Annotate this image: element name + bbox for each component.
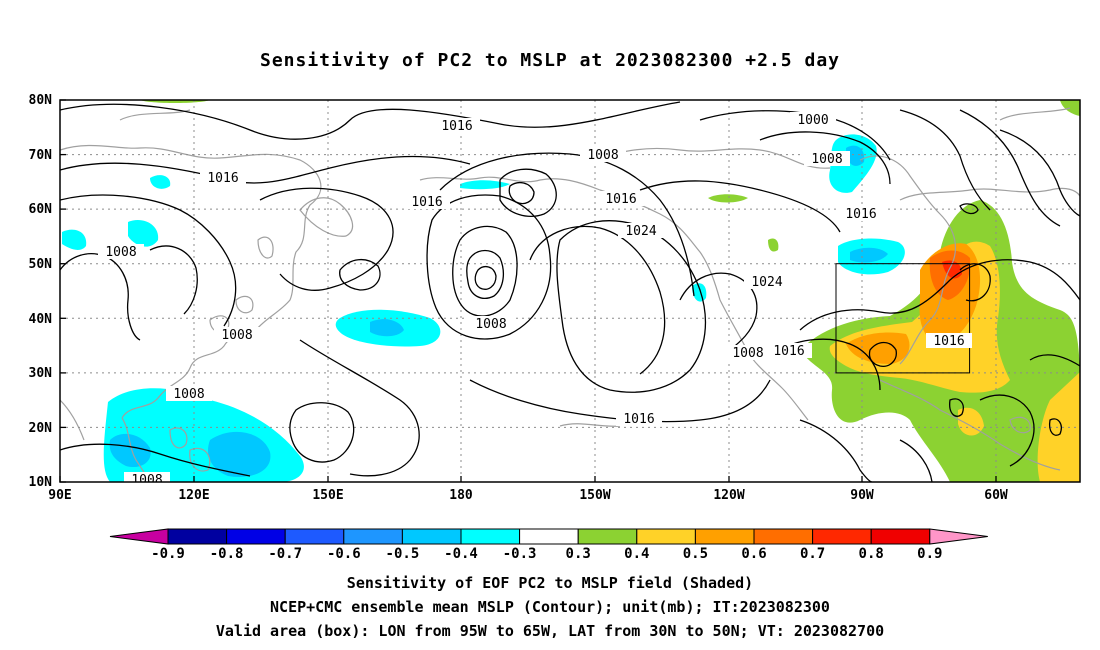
lat-label: 30N (29, 366, 53, 381)
contour-label: 1008 (587, 148, 618, 163)
colorbar-arrow-high (929, 528, 988, 545)
lat-label: 10N (29, 475, 53, 490)
contour-label: 1016 (207, 171, 238, 186)
contour-label: 1008 (173, 387, 204, 402)
lon-label: 120E (178, 488, 209, 503)
lat-label: 20N (29, 421, 53, 436)
contour-label: 1016 (605, 192, 636, 207)
colorbar-cell (460, 528, 521, 545)
colorbar-label: -0.7 (268, 546, 302, 562)
caption-contour: NCEP+CMC ensemble mean MSLP (Contour); u… (270, 598, 830, 616)
lon-label: 60W (984, 488, 1008, 503)
colorbar-label: 0.9 (917, 546, 942, 562)
contour-label: 1008 (475, 317, 506, 332)
longitude-labels: 90E 120E 150E 180 150W 120W 90W 60W (48, 488, 1008, 503)
colorbar-label: 0.8 (859, 546, 884, 562)
contour-label: 1016 (623, 412, 654, 427)
lon-label: 90E (48, 488, 71, 503)
contour-label: 1016 (773, 344, 804, 359)
contour-label: 1024 (625, 224, 656, 239)
lon-label: 120W (713, 488, 744, 503)
colorbar-label: 0.7 (800, 546, 825, 562)
colorbar-cell (636, 528, 696, 545)
axis-ticks (59, 99, 997, 483)
colorbar-label: 0.4 (624, 546, 649, 562)
negative-sensitivity-shading (62, 134, 905, 482)
colorbar-cell (870, 528, 931, 545)
colorbar: -0.9 -0.8 -0.7 -0.6 -0.5 -0.4 -0.3 0.3 0.4 0.5 0.6… (109, 528, 988, 562)
lon-label: 180 (449, 488, 473, 503)
colorbar-cell (812, 528, 872, 545)
latitude-labels: 80N 70N 60N 50N 40N 30N 20N 10N (29, 93, 53, 490)
colorbar-cell (401, 528, 462, 545)
colorbar-label: -0.5 (386, 546, 420, 562)
contour-label: 1008 (221, 328, 252, 343)
lon-label: 90W (850, 488, 874, 503)
contour-label: 1008 (131, 473, 162, 488)
colorbar-label: -0.6 (327, 546, 361, 562)
lon-label: 150E (312, 488, 343, 503)
map-frame (59, 99, 1081, 483)
colorbar-label: -0.9 (151, 546, 185, 562)
colorbar-label: -0.4 (444, 546, 478, 562)
colorbar-label: -0.3 (503, 546, 537, 562)
colorbar-label: 0.5 (683, 546, 708, 562)
lat-label: 80N (29, 93, 53, 108)
lat-label: 40N (29, 312, 53, 327)
colorbar-cell (753, 528, 814, 545)
colorbar-cell (284, 528, 345, 545)
contour-label: 1016 (933, 334, 964, 349)
lat-label: 70N (29, 148, 53, 163)
colorbar-cell (226, 528, 286, 545)
colorbar-cell (343, 528, 403, 545)
contour-labels: 1016 1016 1016 1008 1016 1024 1000 1008 … (98, 112, 972, 488)
valid-area-box (835, 263, 971, 374)
caption-shading: Sensitivity of EOF PC2 to MSLP field (Sh… (346, 574, 754, 592)
colorbar-label: 0.3 (566, 546, 591, 562)
contour-label: 1008 (105, 245, 136, 260)
contour-label: 1008 (811, 152, 842, 167)
colorbar-cell (694, 528, 755, 545)
contour-label: 1024 (751, 275, 782, 290)
contour-label: 1000 (797, 113, 828, 128)
colorbar-cell (167, 528, 228, 545)
lat-label: 60N (29, 202, 53, 217)
contour-label: 1016 (411, 195, 442, 210)
colorbar-cell (577, 528, 638, 545)
map-title: Sensitivity of PC2 to MSLP at 2023082300… (259, 50, 840, 71)
contour-label: 1016 (845, 207, 876, 222)
map-body: 1016 1016 1016 1008 1016 1024 1000 1008 … (60, 100, 1080, 488)
contour-label: 1016 (441, 119, 472, 134)
contour-label: 1008 (732, 346, 763, 361)
caption-valid-area: Valid area (box): LON from 95W to 65W, L… (215, 622, 885, 640)
lat-label: 50N (29, 257, 53, 272)
colorbar-label: 0.6 (741, 546, 766, 562)
lon-label: 150W (579, 488, 610, 503)
colorbar-label: -0.8 (210, 546, 244, 562)
colorbar-arrow-low (109, 528, 169, 545)
colorbar-cell (519, 528, 579, 545)
